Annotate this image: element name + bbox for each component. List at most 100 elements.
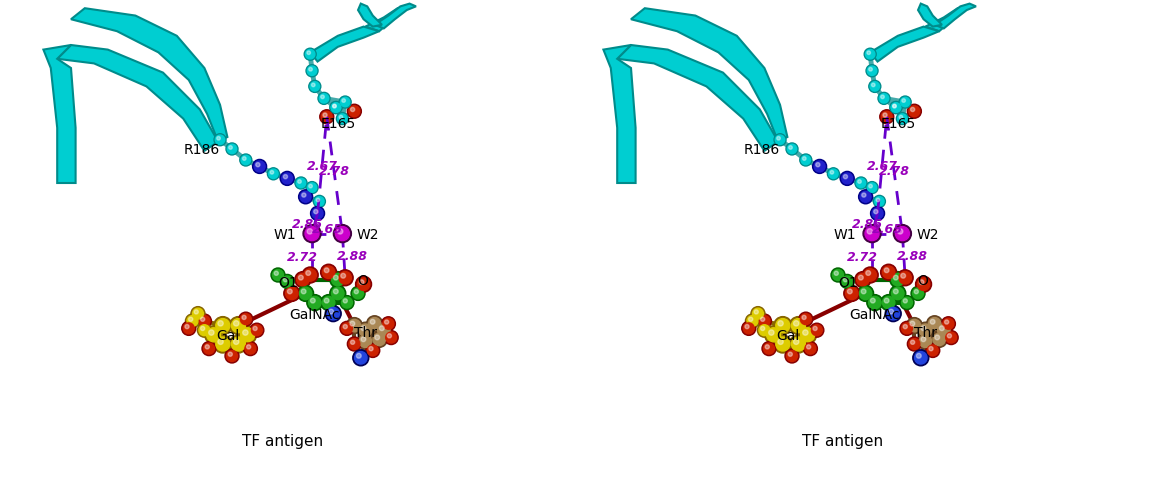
Polygon shape [631,9,788,142]
Circle shape [311,207,325,221]
Circle shape [745,325,750,329]
Circle shape [387,334,392,338]
Circle shape [775,136,784,145]
Circle shape [899,116,903,120]
Polygon shape [870,27,939,62]
Circle shape [805,344,815,354]
Circle shape [744,323,754,334]
Circle shape [314,210,318,214]
Circle shape [295,272,311,288]
Circle shape [349,106,360,118]
Circle shape [892,103,901,113]
Circle shape [362,337,366,342]
Circle shape [873,196,886,208]
Circle shape [270,171,274,175]
Circle shape [785,349,799,363]
Circle shape [931,332,947,347]
Circle shape [191,307,204,321]
Circle shape [842,174,852,184]
Circle shape [871,299,875,304]
Circle shape [330,102,342,114]
Circle shape [366,316,382,332]
Circle shape [864,49,877,61]
Circle shape [331,287,344,300]
Circle shape [862,194,866,198]
Circle shape [316,199,320,203]
Circle shape [229,146,232,150]
Circle shape [902,323,912,334]
Circle shape [866,271,871,276]
Circle shape [312,84,315,87]
Polygon shape [44,46,75,183]
Text: 2.86: 2.86 [292,218,323,230]
Circle shape [307,229,313,235]
Circle shape [209,330,214,336]
Circle shape [760,318,765,322]
Circle shape [867,183,877,193]
Circle shape [858,190,872,204]
Circle shape [281,172,295,186]
Circle shape [793,339,799,345]
Circle shape [917,278,930,291]
Circle shape [269,170,278,179]
Circle shape [253,160,267,174]
Circle shape [896,113,908,125]
Circle shape [226,143,238,156]
Circle shape [793,321,799,326]
Text: 2.86: 2.86 [852,218,884,230]
Circle shape [314,197,325,206]
Circle shape [336,113,349,125]
Circle shape [199,325,210,336]
Circle shape [908,105,922,119]
Circle shape [930,320,936,325]
Circle shape [926,344,940,358]
Circle shape [244,342,258,356]
Circle shape [303,267,318,284]
Circle shape [215,136,225,145]
Circle shape [929,318,941,330]
Circle shape [306,65,318,78]
Circle shape [301,194,306,198]
Circle shape [777,339,783,345]
Circle shape [882,114,887,118]
Circle shape [934,335,940,340]
Circle shape [902,100,906,103]
Circle shape [342,323,352,334]
Circle shape [274,272,278,276]
Circle shape [885,306,901,322]
Circle shape [349,339,360,350]
Circle shape [255,163,260,167]
Circle shape [858,276,863,281]
Text: 2.88: 2.88 [897,250,927,263]
Circle shape [298,276,304,281]
Circle shape [283,175,288,180]
Circle shape [897,229,903,235]
Circle shape [305,227,319,241]
Circle shape [203,344,215,354]
Circle shape [892,287,904,300]
Circle shape [199,316,210,327]
Circle shape [231,337,246,351]
Text: 2.65: 2.65 [872,223,903,236]
Circle shape [320,111,334,124]
Circle shape [273,270,283,281]
Circle shape [333,105,336,109]
Circle shape [811,325,822,336]
Circle shape [902,298,912,308]
Text: GalNAc: GalNAc [850,307,900,321]
Polygon shape [617,46,778,151]
Circle shape [869,297,881,309]
Circle shape [282,174,292,184]
Circle shape [910,322,915,326]
Circle shape [187,316,198,327]
Circle shape [789,317,807,335]
Text: O: O [917,273,927,287]
Circle shape [893,105,896,109]
Circle shape [184,323,194,334]
Circle shape [910,341,915,345]
Circle shape [799,312,813,326]
Circle shape [311,299,315,304]
Circle shape [858,181,862,184]
Circle shape [323,114,327,118]
Circle shape [357,354,362,359]
